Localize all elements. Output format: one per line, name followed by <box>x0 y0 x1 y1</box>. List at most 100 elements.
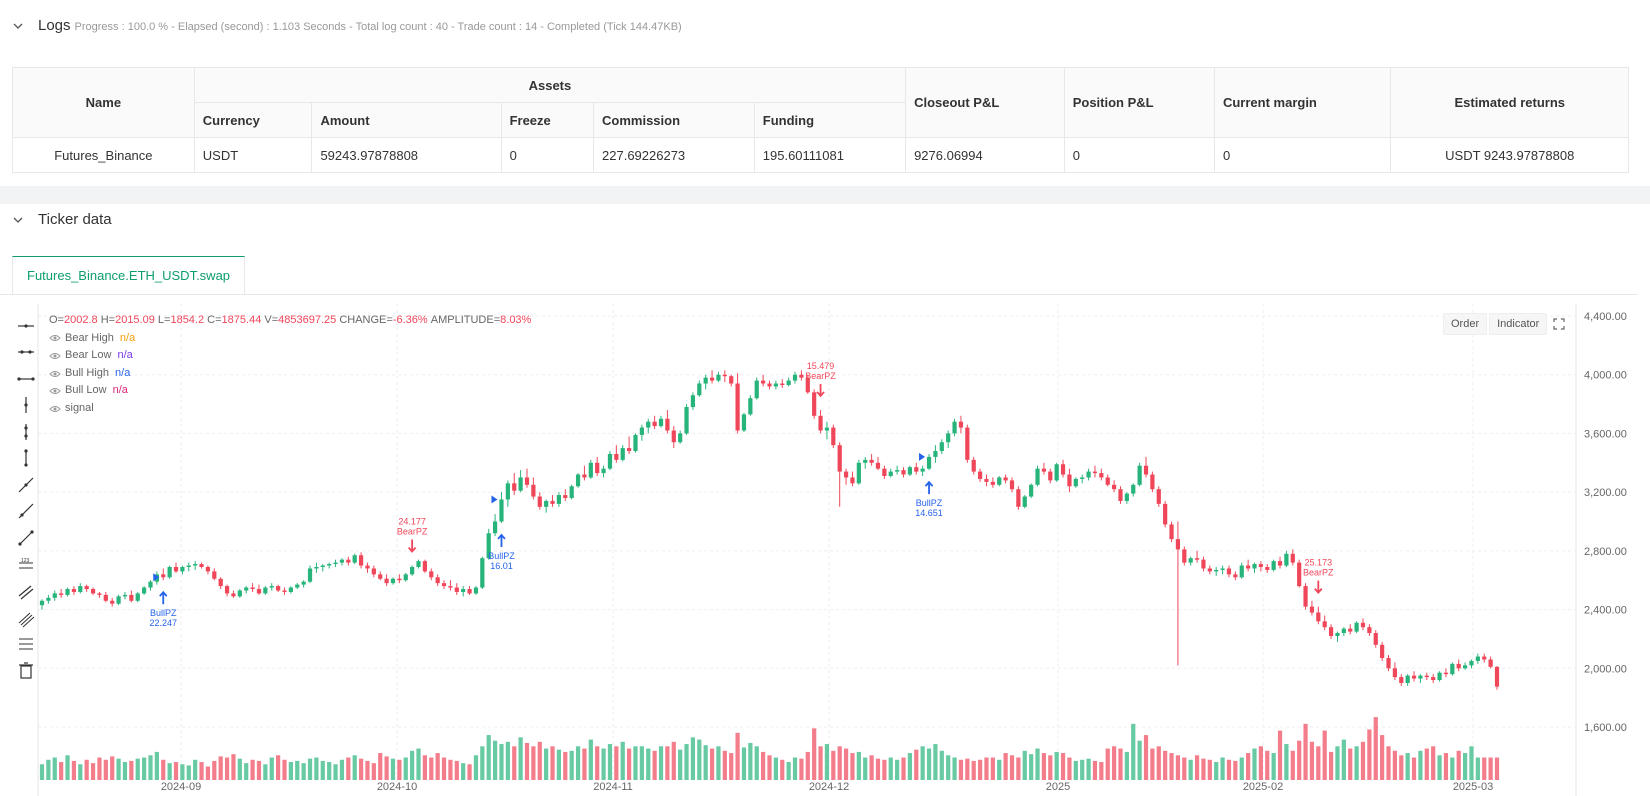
eye-icon[interactable] <box>49 405 61 413</box>
candle-body <box>1297 562 1302 587</box>
eye-icon[interactable] <box>49 334 61 342</box>
assets-table: Name Assets Closeout P&L Position P&L Cu… <box>12 67 1629 173</box>
candle-body <box>831 427 836 446</box>
candle-body <box>843 471 849 478</box>
volume-bar <box>1041 753 1047 780</box>
candle-body <box>505 483 510 500</box>
volume-bar <box>180 764 185 780</box>
price-range-icon[interactable]: 123 <box>16 555 36 575</box>
legend-item[interactable]: Bear High n/a <box>49 330 531 348</box>
chart-legend: O= 2002.8 H= 2015.09 L= 1854.2 C= 1875.44 V=… <box>49 312 531 418</box>
volume-bar <box>1367 729 1372 780</box>
legend-item[interactable]: Bear Low n/a <box>49 347 531 365</box>
fib-retracement-icon[interactable] <box>16 634 36 654</box>
indicator-button[interactable]: Indicator <box>1489 313 1548 335</box>
volume-bar <box>1105 748 1110 780</box>
fib-channel-icon[interactable] <box>16 609 36 629</box>
legend-item[interactable]: Bull Low n/a <box>49 382 531 400</box>
vertical-line-icon[interactable] <box>16 448 36 468</box>
fullscreen-icon[interactable] <box>1549 313 1569 335</box>
candle-body <box>1207 568 1212 572</box>
candlestick-chart[interactable]: BullPZ22.247BearPZ24.177BullPZ16.01BearP… <box>0 304 1650 796</box>
candle-body <box>1284 553 1289 566</box>
logs-header[interactable]: Logs Progress : 100.0 % - Elapsed (secon… <box>12 17 682 34</box>
volume-bar <box>901 757 906 780</box>
volume-bar <box>1092 760 1098 780</box>
volume-bar <box>639 746 644 780</box>
volume-bar <box>990 757 995 780</box>
logs-progress-meta: Progress : 100.0 % - Elapsed (second) : … <box>74 20 682 33</box>
legend-item[interactable]: Bull High n/a <box>49 365 531 383</box>
legend-item[interactable]: signal <box>49 400 531 418</box>
volume-bar <box>773 757 778 780</box>
extended-line-icon[interactable] <box>16 528 36 548</box>
volume-bar <box>729 753 734 780</box>
chart-area[interactable]: 123 BullPZ 22.247 BearPZ 24.177 BullPZ 16.01 B… <box>0 304 1650 796</box>
candle-body <box>984 478 989 482</box>
ticker-header[interactable]: Ticker data <box>12 211 112 228</box>
trash-icon[interactable] <box>16 660 36 680</box>
candle-body <box>703 377 708 384</box>
candle-body <box>524 477 530 485</box>
candle-body <box>1137 465 1142 485</box>
candle-body <box>1405 675 1410 683</box>
candle-body <box>958 421 964 428</box>
order-button[interactable]: Order <box>1443 313 1488 335</box>
candle-body <box>39 600 45 606</box>
vertical-segment-icon[interactable] <box>16 395 36 415</box>
volume-bar <box>671 741 676 780</box>
candle-body <box>320 565 325 568</box>
volume-bar <box>103 759 108 780</box>
volume-bar <box>78 764 83 780</box>
volume-bar <box>1297 740 1302 780</box>
volume-bar <box>461 763 466 780</box>
candle-body <box>1265 567 1270 570</box>
chevron-down-icon[interactable] <box>12 20 24 32</box>
candle-body <box>1099 473 1104 478</box>
horizontal-line-icon[interactable] <box>16 369 36 389</box>
cell-amount: 59243.97878808 <box>311 137 502 173</box>
candle-body <box>358 555 364 566</box>
eye-icon[interactable] <box>49 352 61 360</box>
volume-bar <box>244 763 249 780</box>
candle-body <box>282 590 287 592</box>
ray-line-icon[interactable] <box>16 501 36 521</box>
candle-body <box>1067 474 1072 487</box>
volume-bar <box>907 753 913 780</box>
vertical-ray-icon[interactable] <box>16 422 36 442</box>
candle-body <box>671 430 676 443</box>
candle-body <box>773 383 778 387</box>
tab-eth-usdt-swap[interactable]: Futures_Binance.ETH_USDT.swap <box>12 256 246 294</box>
candle-body <box>378 574 383 579</box>
candle-body <box>314 567 319 569</box>
horizontal-ray-icon[interactable] <box>16 342 36 362</box>
chevron-down-icon[interactable] <box>12 214 24 226</box>
cursor-icon[interactable] <box>16 316 36 336</box>
volume-bar <box>703 745 708 780</box>
candle-body <box>1086 471 1091 478</box>
candle-body <box>390 578 396 584</box>
volume-bar <box>780 759 785 780</box>
candle-body <box>1220 568 1225 570</box>
candle-body <box>652 421 657 427</box>
volume-bar <box>186 765 191 780</box>
volume-bar <box>875 758 881 780</box>
volume-bar <box>193 759 198 780</box>
volume-bar <box>716 746 721 780</box>
volume-bar <box>492 740 498 780</box>
volume-bar <box>1111 746 1117 780</box>
trend-line-icon[interactable] <box>16 475 36 495</box>
candle-body <box>250 587 255 590</box>
volume-bar <box>1360 741 1366 780</box>
volume-bar <box>1016 757 1021 780</box>
eye-icon[interactable] <box>49 370 61 378</box>
parallel-channel-icon[interactable] <box>16 582 36 602</box>
candle-body <box>237 590 242 597</box>
candle-body <box>569 486 574 499</box>
eye-icon[interactable] <box>49 387 61 395</box>
volume-bar <box>952 757 957 780</box>
candle-body <box>818 415 823 431</box>
volume-bar <box>805 751 810 780</box>
candle-body <box>1124 493 1129 501</box>
candle-body <box>1424 675 1429 678</box>
